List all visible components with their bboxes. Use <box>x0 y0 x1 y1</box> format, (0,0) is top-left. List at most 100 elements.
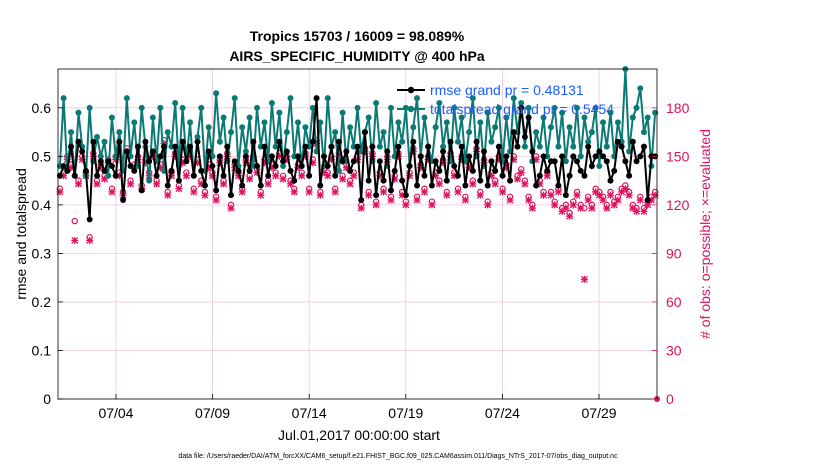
totalspread-point <box>317 119 324 126</box>
totalspread-point <box>376 143 383 150</box>
x-tick-label: 07/19 <box>388 405 423 421</box>
obs-evaluated-point <box>640 207 648 215</box>
rmse-point <box>603 158 610 165</box>
rmse-point <box>82 167 89 174</box>
totalspread-point <box>518 99 525 106</box>
obs-evaluated-point <box>246 175 254 183</box>
totalspread-point <box>261 119 268 126</box>
rmse-point <box>544 167 551 174</box>
x-axis-label: Jul.01,2017 00:00:00 start <box>278 427 440 443</box>
rmse-point <box>350 158 357 165</box>
totalspread-point <box>495 104 502 111</box>
rmse-point <box>387 187 394 194</box>
rmse-point <box>220 172 227 179</box>
rmse-point <box>614 138 621 145</box>
rmse-point <box>187 143 194 150</box>
rmse-point <box>291 177 298 184</box>
legend-spread-marker <box>407 105 415 113</box>
obs-evaluated-point <box>513 175 521 183</box>
totalspread-point <box>380 129 387 136</box>
rmse-point <box>280 158 287 165</box>
rmse-point <box>120 197 127 204</box>
rmse-point <box>198 167 205 174</box>
rmse-point <box>570 153 577 160</box>
totalspread-point <box>436 99 443 106</box>
y-tick-label-right: 0 <box>666 391 674 407</box>
rmse-point <box>317 182 324 189</box>
x-tick-label: 07/24 <box>485 405 520 421</box>
obs-evaluated-point <box>606 191 614 199</box>
totalspread-point <box>492 124 499 131</box>
totalspread-point <box>339 109 346 116</box>
rmse-point <box>525 114 532 121</box>
totalspread-point <box>146 177 153 184</box>
rmse-point <box>551 158 558 165</box>
totalspread-point <box>585 138 592 145</box>
totalspread-point <box>283 129 290 136</box>
rmse-point <box>421 172 428 179</box>
totalspread-point <box>443 119 450 126</box>
totalspread-point <box>94 133 101 140</box>
obs-evaluated-point <box>469 180 477 188</box>
rmse-point <box>559 153 566 160</box>
y-tick-label-left: 0.2 <box>32 294 52 310</box>
y-axis-label-right: # of obs: o=possible; ×=evaluated <box>697 129 713 339</box>
rmse-point <box>518 104 525 111</box>
rmse-point <box>175 177 182 184</box>
obs-evaluated-point <box>443 191 451 199</box>
totalspread-point <box>503 114 510 121</box>
rmse-point <box>183 158 190 165</box>
totalspread-point <box>395 119 402 126</box>
rmse-point <box>451 163 458 170</box>
obs-evaluated-point <box>521 180 529 188</box>
obs-evaluated-point <box>528 204 536 212</box>
legend: rmse grand pr = 0.48131 totalspread gran… <box>397 82 614 117</box>
rmse-point <box>239 182 246 189</box>
obs-evaluated-point <box>461 196 469 204</box>
obs-possible-point <box>71 217 78 225</box>
rmse-point <box>633 158 640 165</box>
totalspread-point <box>577 153 584 160</box>
obs-evaluated-point <box>257 191 265 199</box>
rmse-point <box>395 143 402 150</box>
y-tick-label-left: 0.3 <box>32 245 52 261</box>
rmse-point <box>529 148 536 155</box>
obs-evaluated-point <box>164 191 172 199</box>
rmse-point <box>298 163 305 170</box>
obs-evaluated-point <box>86 236 94 244</box>
rmse-point <box>521 133 528 140</box>
obs-evaluated-point <box>580 275 588 283</box>
totalspread-point <box>559 109 566 116</box>
obs-evaluated-point <box>420 188 428 196</box>
rmse-point <box>414 182 421 189</box>
rmse-point <box>347 167 354 174</box>
totalspread-point <box>354 104 361 111</box>
obs-evaluated-point <box>127 180 135 188</box>
obs-evaluated-point <box>290 188 298 196</box>
rmse-point <box>611 167 618 174</box>
y-tick-label-left: 0.5 <box>32 148 52 164</box>
obs-evaluated-point <box>592 188 600 196</box>
obs-evaluated-point <box>577 204 585 212</box>
totalspread-point <box>198 104 205 111</box>
totalspread-point <box>525 104 532 111</box>
totalspread-point <box>365 114 372 121</box>
obs-evaluated-point <box>625 191 633 199</box>
rmse-point <box>149 148 156 155</box>
totalspread-point <box>246 114 253 121</box>
totalspread-point <box>373 99 380 106</box>
rmse-point <box>90 138 97 145</box>
rmse-point <box>250 138 257 145</box>
obs-evaluated-point <box>506 196 514 204</box>
obs-evaluated-point <box>175 185 183 193</box>
rmse-point <box>480 148 487 155</box>
totalspread-point <box>566 124 573 131</box>
obs-evaluated-point <box>588 204 596 212</box>
totalspread-point <box>302 124 309 131</box>
rmse-point <box>131 167 138 174</box>
rmse-point <box>592 153 599 160</box>
rmse-point <box>94 172 101 179</box>
rmse-point <box>116 138 123 145</box>
totalspread-point <box>540 114 547 121</box>
obs-evaluated-point <box>484 201 492 209</box>
